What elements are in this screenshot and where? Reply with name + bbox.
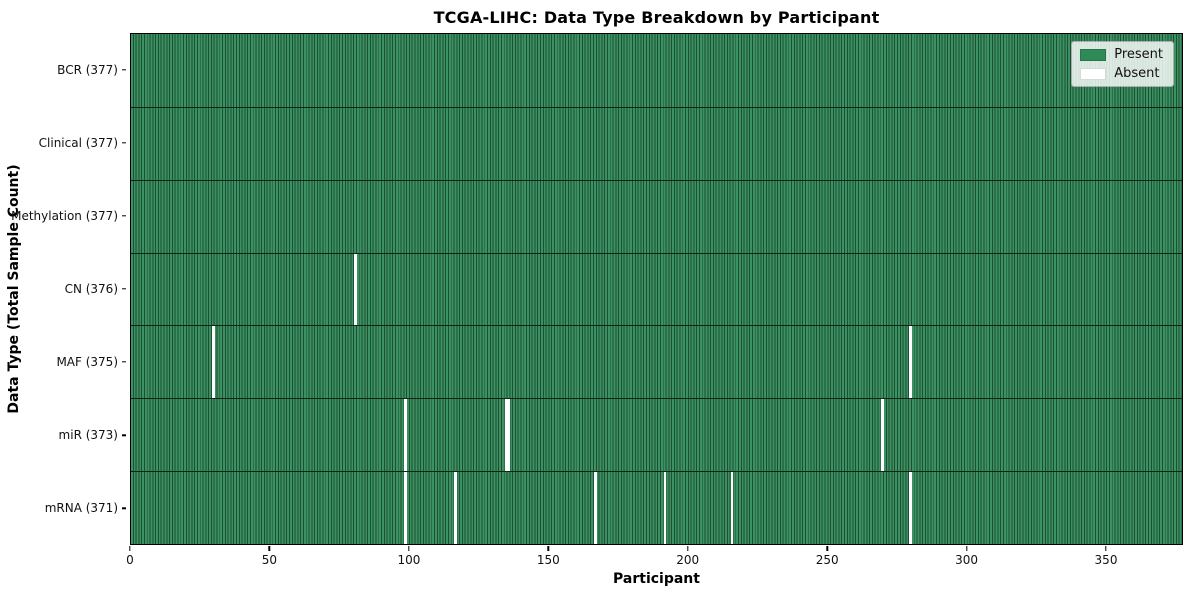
x-tick-label-150: 150 — [536, 553, 560, 567]
y-tick-label-miR: miR (373) — [58, 428, 118, 443]
y-tick-mark — [122, 288, 126, 290]
x-tick-label-300: 300 — [955, 553, 979, 567]
row-MAF-bars — [131, 325, 1182, 399]
y-tick-mark — [122, 141, 126, 144]
legend-label: Present — [1114, 47, 1163, 62]
y-tick-label-Clinical: Clinical (377) — [38, 135, 118, 150]
y-tick-label-mRNA: mRNA (371) — [44, 501, 118, 516]
x-axis-title: Participant — [613, 571, 700, 587]
legend-entry-present: Present — [1080, 48, 1163, 61]
y-tick-mark — [122, 361, 126, 363]
legend-label: Absent — [1114, 66, 1160, 81]
x-tick-mark — [268, 546, 271, 551]
x-tick-label-100: 100 — [397, 553, 421, 567]
row-mRNA-bars — [131, 471, 1182, 544]
y-tick-label-Methylation: Methylation (377) — [11, 208, 118, 223]
x-tick-label-50: 50 — [261, 553, 278, 567]
absent-gap-miR-135 — [507, 399, 511, 472]
x-tick-mark — [1105, 546, 1107, 551]
x-tick-label-200: 200 — [676, 553, 700, 567]
absent-gap-CN-80 — [354, 253, 357, 326]
y-tick-mark — [122, 215, 126, 217]
absent-gap-MAF-29 — [211, 326, 215, 399]
absent-gap-mRNA-191 — [663, 472, 667, 544]
x-axis-ticks: 0 50 100 150 200 250 300 350 — [126, 545, 1183, 575]
absent-gap-mRNA-116 — [454, 472, 458, 544]
legend: Present Absent — [1071, 41, 1174, 87]
plot-area: Present Absent — [130, 33, 1183, 545]
x-tick-mark — [965, 546, 968, 551]
y-tick-label-MAF: MAF (375) — [56, 355, 118, 370]
row-Clinical-bars — [131, 106, 1182, 180]
x-tick-label-350: 350 — [1094, 553, 1118, 567]
y-axis-tick-labels: BCR (377) Clinical (377) Methylation (377)… — [0, 33, 126, 545]
x-tick-mark — [547, 546, 549, 551]
y-tick-mark — [122, 434, 126, 436]
absent-swatch-icon — [1080, 67, 1107, 80]
row-BCR-bars — [131, 34, 1182, 107]
y-tick-mark — [122, 507, 126, 510]
present-swatch-icon — [1080, 48, 1107, 61]
absent-gap-miR-269 — [881, 399, 884, 472]
y-tick-mark — [122, 68, 126, 71]
x-tick-mark — [129, 546, 131, 551]
y-tick-label-CN: CN (376) — [64, 282, 118, 296]
chart-title: TCGA-LIHC: Data Type Breakdown by Partic… — [433, 8, 880, 27]
x-tick-mark — [826, 546, 828, 551]
absent-gap-mRNA-166 — [593, 472, 597, 544]
x-tick-mark — [686, 546, 689, 551]
absent-gap-miR-98 — [404, 399, 408, 472]
absent-gap-MAF-279 — [909, 326, 912, 399]
row-CN-bars — [131, 252, 1182, 326]
absent-gap-mRNA-98 — [404, 472, 408, 544]
absent-gap-miR-134 — [504, 399, 508, 472]
x-tick-label-250: 250 — [815, 553, 839, 567]
x-tick-label-0: 0 — [126, 553, 134, 567]
absent-gap-mRNA-279 — [909, 472, 912, 544]
x-tick-mark — [408, 546, 410, 551]
legend-entry-absent: Absent — [1080, 67, 1163, 80]
row-miR-bars — [131, 398, 1182, 472]
row-Methylation-bars — [131, 179, 1182, 253]
y-tick-label-BCR: BCR (377) — [57, 62, 118, 77]
absent-gap-mRNA-215 — [730, 472, 734, 544]
